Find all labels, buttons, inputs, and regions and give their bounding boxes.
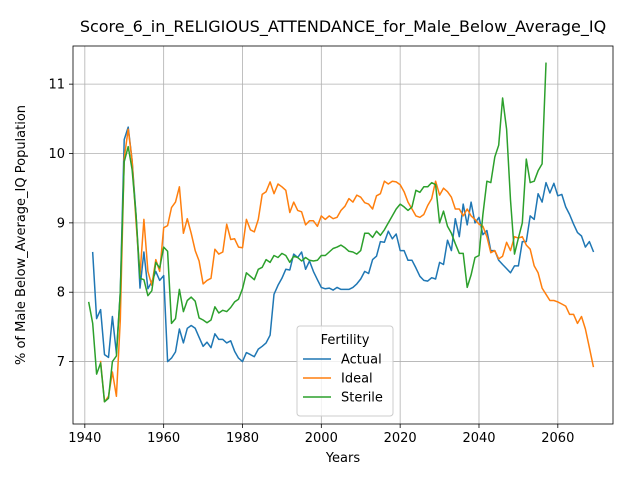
legend-label-sterile: Sterile: [341, 391, 383, 406]
x-tick-label: 2000: [305, 431, 338, 446]
y-tick-label: 7: [57, 355, 65, 370]
axis-ticks: 1940 1960 1980 2000 2020 2040 2060 7 8 9 10 11: [48, 78, 574, 446]
legend: Fertility Actual Ideal Sterile: [296, 325, 394, 417]
y-tick-label: 9: [57, 216, 65, 231]
legend-title: Fertility: [321, 333, 370, 348]
y-tick-label: 11: [48, 78, 65, 93]
x-tick-label: 2060: [541, 431, 574, 446]
x-tick-label: 1940: [68, 431, 101, 446]
legend-label-actual: Actual: [341, 353, 382, 368]
x-tick-label: 2020: [384, 431, 417, 446]
plot-frame: [72, 45, 614, 425]
x-tick-label: 1960: [147, 431, 180, 446]
y-tick-label: 10: [48, 147, 65, 162]
series-layer: [87, 62, 595, 403]
legend-label-ideal: Ideal: [341, 372, 373, 387]
x-tick-label: 1980: [226, 431, 259, 446]
series-line-sterile: [87, 62, 547, 403]
y-axis-title: % of Male Below_Average_IQ Population: [14, 105, 29, 365]
y-tick-label: 8: [57, 286, 65, 301]
chart-title: Score_6_in_RELIGIOUS_ATTENDANCE_for_Male…: [80, 17, 606, 37]
series-line-ideal: [99, 128, 595, 403]
x-axis-title: Years: [325, 451, 361, 466]
series-line-actual: [91, 126, 595, 363]
x-tick-label: 2040: [462, 431, 495, 446]
legend-box: [296, 325, 394, 417]
